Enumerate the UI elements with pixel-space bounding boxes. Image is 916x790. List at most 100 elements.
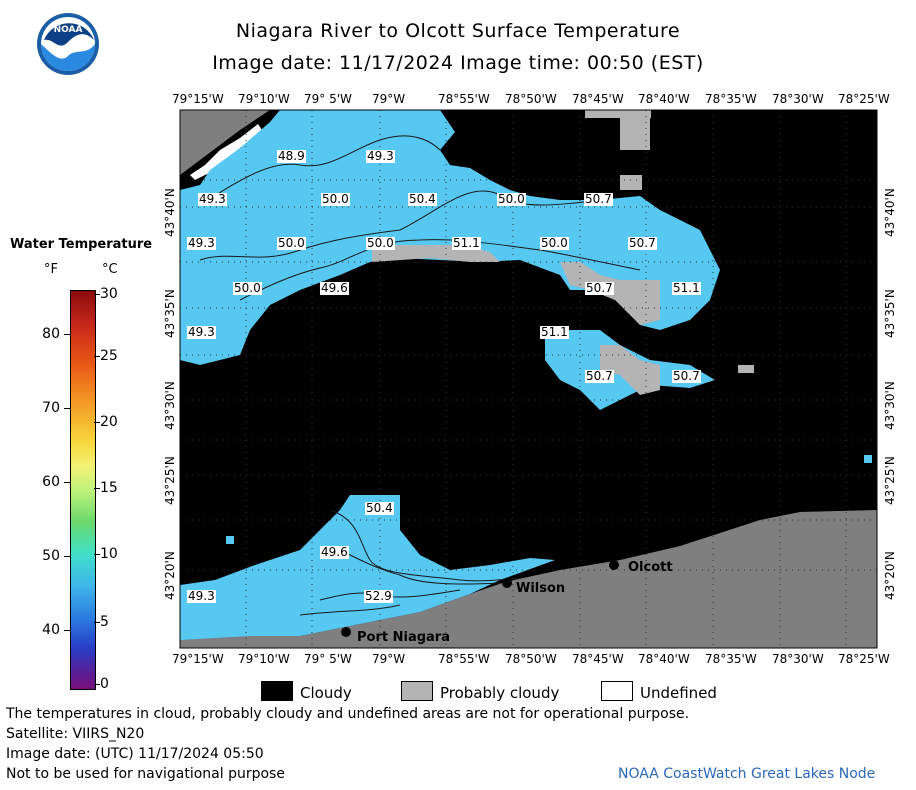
latitude-label-left: 43°35'N [163, 289, 177, 338]
water-speck [864, 455, 872, 463]
longitude-label-bot: 78°55'W [438, 652, 490, 666]
latitude-label-right: 43°25'N [883, 456, 897, 505]
temperature-label: 49.6 [320, 545, 349, 559]
celsius-tick: 20 [100, 414, 118, 430]
longitude-label-top: 78°25'W [838, 92, 890, 106]
temperature-label: 50.7 [585, 281, 614, 295]
colorbar-tick-mark [94, 622, 100, 623]
celsius-tick: 5 [100, 614, 109, 630]
temperature-label: 51.1 [672, 281, 701, 295]
noaa-logo: NOAA [37, 13, 99, 75]
colorbar-tick-mark [64, 556, 70, 557]
latitude-label-left: 43°20'N [163, 551, 177, 600]
longitude-label-bot: 78°35'W [705, 652, 757, 666]
temperature-label: 52.9 [364, 589, 393, 603]
prob-cloud [738, 365, 754, 373]
longitude-label-top: 78°35'W [705, 92, 757, 106]
disclaimer-text: The temperatures in cloud, probably clou… [6, 706, 690, 722]
celsius-tick: 10 [100, 546, 118, 562]
longitude-label-bot: 78°45'W [572, 652, 624, 666]
legend-label-probably-cloudy: Probably cloudy [440, 684, 560, 702]
town-label-port-niagara: Port Niagara [357, 630, 450, 645]
land-nw-corner [180, 110, 270, 175]
temperature-label: 49.6 [320, 281, 349, 295]
undefined-area [190, 124, 262, 180]
celsius-tick: 25 [100, 348, 118, 364]
colorbar-tick-mark [64, 482, 70, 483]
latitude-label-right: 43°35'N [883, 289, 897, 338]
colorbar-tick-mark [64, 408, 70, 409]
water-south [180, 495, 555, 640]
legend-label-undefined: Undefined [640, 684, 717, 702]
water-speck [520, 238, 530, 246]
land-south-shore [180, 510, 877, 648]
temperature-label: 50.0 [321, 192, 350, 206]
water-speck [226, 536, 234, 544]
longitude-label-top: 78°55'W [438, 92, 490, 106]
longitude-label-bot: 79°10'W [238, 652, 290, 666]
temperature-label: 48.9 [277, 149, 306, 163]
town-label-wilson: Wilson [516, 581, 566, 596]
longitude-label-top: 79°W [372, 92, 406, 106]
temperature-label: 51.1 [540, 325, 569, 339]
temperature-label: 50.4 [408, 192, 437, 206]
longitude-label-bot: 78°25'W [838, 652, 890, 666]
utc-date-text: Image date: (UTC) 11/17/2024 05:50 [6, 746, 264, 762]
latitude-label-right: 43°30'N [883, 381, 897, 430]
image-datetime: Image date: 11/17/2024 Image time: 00:50… [212, 52, 704, 74]
temperature-label: 50.0 [277, 236, 306, 250]
longitude-label-bot: 79° 5'W [304, 652, 352, 666]
fahrenheit-tick: 70 [42, 400, 60, 416]
celsius-tick: 30 [100, 286, 118, 302]
colorbar-tick-mark [94, 422, 100, 423]
svg-text:NOAA: NOAA [54, 25, 83, 35]
map-frame [179, 109, 878, 649]
longitude-label-bot: 79°W [372, 652, 406, 666]
temperature-label: 49.3 [198, 192, 227, 206]
prob-cloud [620, 175, 642, 190]
colorbar-tick-mark [64, 334, 70, 335]
longitude-label-top: 78°45'W [572, 92, 624, 106]
longitude-label-top: 78°50'W [505, 92, 557, 106]
navigation-warning: Not to be used for navigational purpose [6, 766, 285, 782]
latitude-label-right: 43°40'N [883, 188, 897, 237]
credit-link[interactable]: NOAA CoastWatch Great Lakes Node [618, 766, 876, 782]
temperature-label: 50.0 [366, 236, 395, 250]
legend-swatch-cloudy [261, 681, 293, 701]
temperature-label: 49.3 [187, 589, 216, 603]
town-label-olcott: Olcott [628, 560, 673, 575]
longitude-label-top: 79°10'W [238, 92, 290, 106]
fahrenheit-tick: 40 [42, 622, 60, 638]
temperature-label: 49.3 [366, 149, 395, 163]
temperature-label: 50.7 [628, 236, 657, 250]
legend-swatch-probably-cloudy [401, 681, 433, 701]
temperature-colorbar [70, 290, 96, 690]
longitude-label-top: 78°30'W [772, 92, 824, 106]
prob-cloud [600, 345, 660, 395]
colorbar-tick-mark [94, 554, 100, 555]
latitude-label-right: 43°20'N [883, 551, 897, 600]
water-north [180, 110, 720, 365]
longitude-label-top: 78°40'W [638, 92, 690, 106]
celsius-tick: 0 [100, 676, 109, 692]
temperature-label: 50.0 [497, 192, 526, 206]
olcott-marker [609, 560, 619, 570]
satellite-text: Satellite: VIIRS_N20 [6, 726, 145, 742]
legend-label-cloudy: Cloudy [300, 684, 352, 702]
colorbar-tick-mark [94, 356, 100, 357]
temperature-label: 50.7 [672, 369, 701, 383]
wilson-marker [502, 578, 512, 588]
unit-celsius: °C [102, 262, 118, 277]
longitude-label-bot: 78°40'W [638, 652, 690, 666]
unit-fahrenheit: °F [44, 262, 58, 277]
temperature-label: 50.7 [585, 369, 614, 383]
longitude-label-top: 79°15'W [172, 92, 224, 106]
longitude-label-bot: 78°50'W [505, 652, 557, 666]
colorbar-tick-mark [94, 294, 100, 295]
fahrenheit-tick: 80 [42, 326, 60, 342]
fahrenheit-tick: 60 [42, 474, 60, 490]
longitude-label-bot: 79°15'W [172, 652, 224, 666]
legend-swatch-undefined [601, 681, 633, 701]
temperature-label: 49.3 [187, 325, 216, 339]
